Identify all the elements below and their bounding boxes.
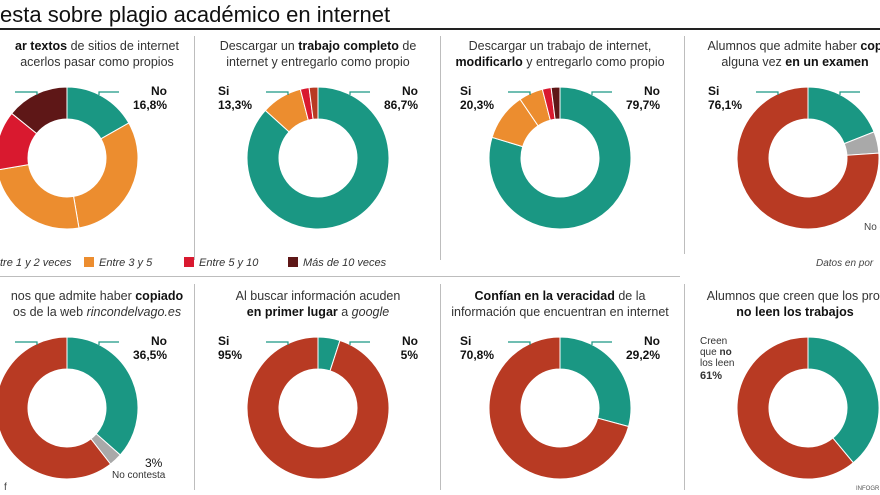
- chart-caption: Alumnos que admite haber cop alguna vez e…: [707, 39, 880, 69]
- pie-slice: [0, 164, 80, 230]
- pie-slice: [246, 336, 390, 480]
- divider: [440, 36, 441, 260]
- legend-swatch: [184, 257, 194, 267]
- legend-swatch: [288, 257, 298, 267]
- value-label: No 16,8%: [132, 84, 167, 112]
- pie-slice: [308, 86, 319, 120]
- leader-line: [98, 341, 119, 345]
- legend-swatch: [84, 257, 94, 267]
- leader-line: [756, 91, 779, 95]
- pie-slice: [488, 86, 632, 230]
- pie-slice: [807, 86, 875, 145]
- pie-slice: [73, 122, 139, 229]
- divider: [684, 36, 685, 254]
- leader-line: [349, 341, 370, 345]
- divider: [0, 276, 680, 277]
- value-label: No 5%: [400, 334, 418, 362]
- value-label: Si 20,3%: [460, 84, 495, 112]
- value-label: No 36,5%: [132, 334, 167, 362]
- value-label: Si 70,8%: [460, 334, 495, 362]
- chart-caption: Descargar un trabajo de internet, modific…: [455, 39, 665, 69]
- divider: [684, 284, 685, 490]
- source-credit: INFOGR: [856, 486, 880, 492]
- value-label: No 79,7%: [625, 84, 660, 112]
- legend-item: Más de 10 veces: [288, 257, 386, 269]
- title-rule: [0, 28, 880, 30]
- divider: [194, 284, 195, 490]
- chart-caption: Al buscar información acuden en primer lu…: [235, 289, 401, 319]
- pie-slice: [550, 86, 561, 120]
- leader-line: [98, 91, 119, 95]
- leader-line: [349, 91, 370, 95]
- leader-line: [266, 341, 289, 345]
- chart-caption: ar textos de sitios de internet acerlos p…: [15, 39, 179, 69]
- pie-slice: [246, 86, 390, 230]
- leader-line: [591, 341, 612, 345]
- leader-line: [15, 91, 38, 95]
- value-label: Si 13,3%: [218, 84, 253, 112]
- value-label: No 86,7%: [383, 84, 418, 112]
- legend-item: Entre 3 y 5: [84, 257, 152, 269]
- leader-line: [266, 91, 289, 95]
- legend-item: tre 1 y 2 veces: [0, 257, 72, 269]
- value-label: 1: [868, 84, 880, 98]
- pie-slice: [559, 336, 632, 428]
- leader-line: [591, 91, 612, 95]
- footer-mark: f: [4, 482, 7, 493]
- value-label: Si 76,1%: [708, 84, 743, 112]
- creen-label: Creen que no los leen 61%: [700, 336, 735, 382]
- chart-caption: Descargar un trabajo completo de internet…: [219, 39, 417, 69]
- value-label: Si 95%: [218, 334, 243, 362]
- no-contesta-label: No contesta: [112, 470, 166, 481]
- pie-slice: [736, 336, 854, 480]
- pie-slice: [488, 336, 630, 480]
- pie-slice: [0, 336, 112, 480]
- pie-slice: [807, 336, 880, 464]
- legend-item: Entre 5 y 10: [184, 257, 258, 269]
- page-title: esta sobre plagio académico en internet: [0, 2, 391, 27]
- small-label: No c: [864, 222, 880, 233]
- pie-slice: [66, 336, 139, 456]
- divider: [440, 284, 441, 490]
- chart-caption: Alumnos que creen que los prof no leen lo…: [706, 289, 880, 319]
- leader-line: [508, 91, 531, 95]
- leader-line: [839, 91, 860, 95]
- chart-caption: Confían en la veracidad de la información…: [451, 289, 669, 319]
- leader-line: [508, 341, 531, 345]
- data-note: Datos en por: [816, 258, 874, 269]
- chart-caption: nos que admite haber copiado os de la web…: [10, 289, 184, 319]
- divider: [194, 36, 195, 260]
- pie-slice: [11, 86, 68, 135]
- value-label: 3%: [145, 456, 163, 470]
- leader-line: [15, 341, 38, 345]
- value-label: No 29,2%: [625, 334, 660, 362]
